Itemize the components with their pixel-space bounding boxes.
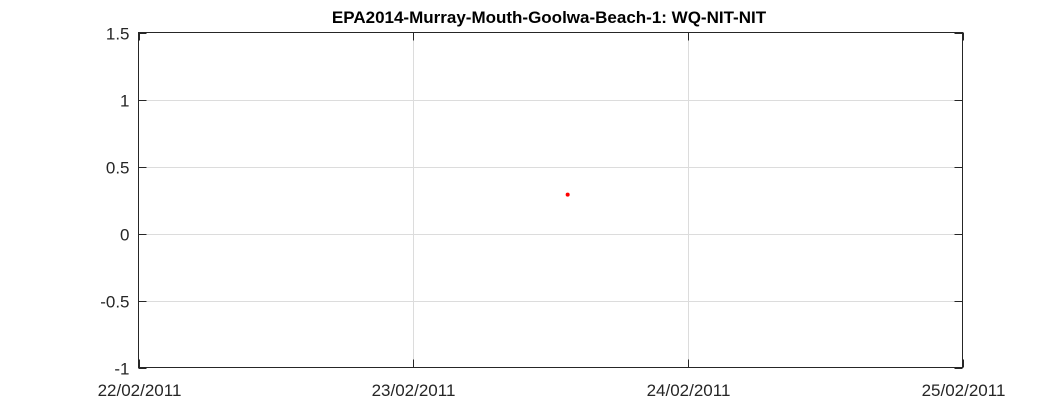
- y-tick-label: 0: [120, 226, 129, 245]
- y-tick-label: -1: [114, 360, 129, 379]
- data-points: [565, 192, 570, 197]
- x-tick-label: 24/02/2011: [647, 381, 731, 400]
- y-tick-label: 0.5: [106, 159, 130, 178]
- x-tick-label: 25/02/2011: [922, 381, 1006, 400]
- chart-title: EPA2014-Murray-Mouth-Goolwa-Beach-1: WQ-…: [332, 8, 767, 27]
- x-tick-label: 22/02/2011: [98, 381, 182, 400]
- axis-ticks: [138, 32, 964, 369]
- data-point: [565, 192, 570, 197]
- plot-area-frame: [138, 32, 963, 368]
- grid-lines: [138, 32, 963, 368]
- y-axis-tick-labels: 1.5 1 0.5 0 -0.5 -1: [100, 25, 129, 379]
- y-tick-label: 1.5: [106, 25, 130, 44]
- y-tick-label: 1: [120, 92, 129, 111]
- x-tick-label: 23/02/2011: [372, 381, 456, 400]
- x-axis-tick-labels: 22/02/2011 23/02/2011 24/02/2011 25/02/2011: [98, 381, 1006, 400]
- y-tick-label: -0.5: [100, 293, 129, 312]
